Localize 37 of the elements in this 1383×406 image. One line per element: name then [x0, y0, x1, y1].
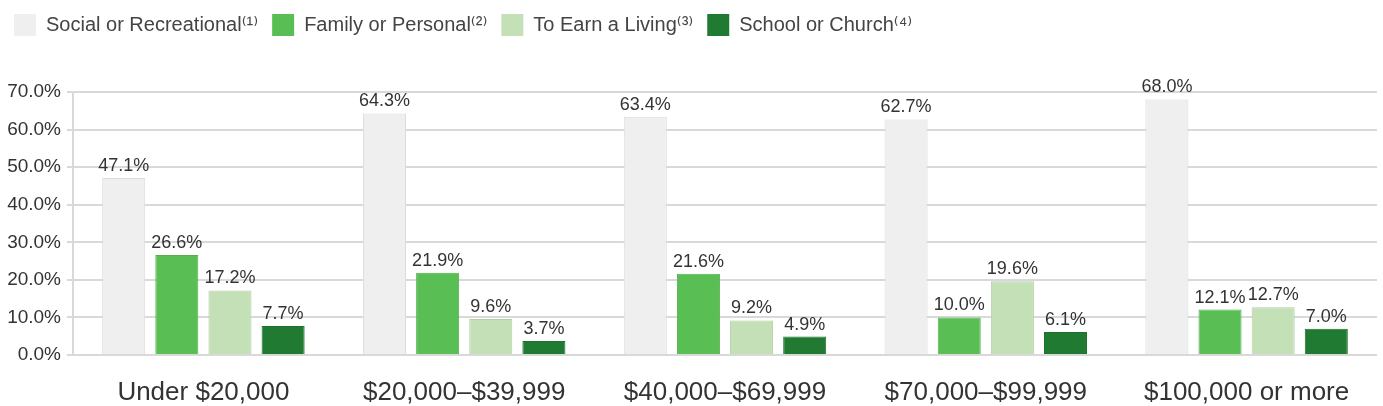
legend-label: To Earn a Living⁽³⁾ — [533, 12, 694, 35]
x-tick-label: $40,000–$69,999 — [623, 375, 827, 406]
data-label: 26.6% — [151, 232, 203, 253]
y-tick-label: 70.0% — [7, 80, 62, 102]
y-tick-label: 60.0% — [7, 117, 62, 139]
x-tick-label: $100,000 or more — [1143, 375, 1350, 406]
data-label: 47.1% — [98, 155, 150, 176]
data-label: 21.9% — [412, 249, 464, 270]
y-tick-label: 10.0% — [7, 305, 62, 327]
data-label: 21.6% — [672, 250, 724, 271]
data-label: 6.1% — [1044, 309, 1087, 330]
data-label: 62.7% — [880, 96, 932, 117]
x-tick-label: Under $20,000 — [117, 375, 290, 406]
legend-label: Family or Personal⁽²⁾ — [304, 12, 488, 35]
data-label: 17.2% — [204, 267, 256, 288]
data-label: 68.0% — [1141, 76, 1193, 97]
y-tick-label: 30.0% — [7, 230, 62, 252]
y-tick-label: 40.0% — [7, 192, 62, 214]
data-label: 10.0% — [933, 294, 985, 315]
data-label: 63.4% — [619, 93, 671, 114]
data-label: 9.6% — [470, 295, 512, 316]
data-label: 12.7% — [1247, 284, 1299, 305]
y-tick-label: 0.0% — [17, 343, 62, 365]
y-tick-label: 20.0% — [7, 268, 62, 290]
legend-label: Social or Recreational⁽¹⁾ — [46, 12, 259, 35]
data-label: 7.7% — [262, 303, 304, 324]
data-label: 7.0% — [1305, 305, 1347, 326]
legend-label: School or Church⁽⁴⁾ — [739, 12, 913, 35]
data-label: 64.3% — [358, 90, 411, 111]
x-tick-label: $70,000–$99,999 — [884, 375, 1088, 406]
data-label: 4.9% — [784, 313, 826, 334]
y-tick-label: 50.0% — [7, 155, 62, 177]
data-label: 12.1% — [1194, 286, 1246, 307]
x-tick-label: $20,000–$39,999 — [362, 375, 566, 406]
data-label: 9.2% — [731, 297, 773, 318]
data-label: 19.6% — [986, 258, 1038, 279]
data-label: 3.7% — [523, 318, 565, 339]
